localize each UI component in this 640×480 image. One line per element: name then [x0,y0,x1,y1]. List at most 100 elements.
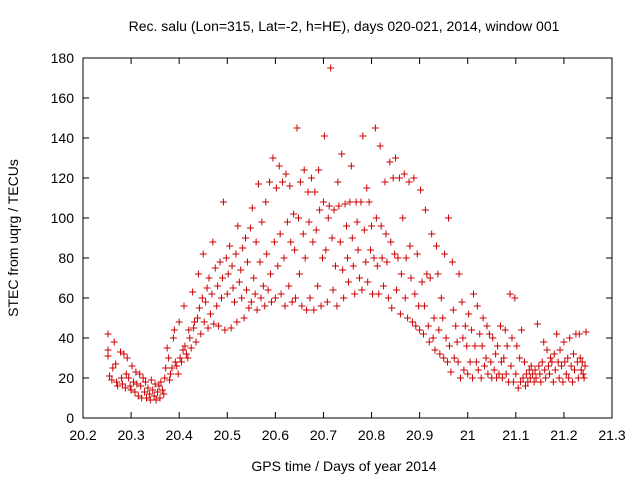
y-tick-label: 160 [51,90,75,106]
data-point [447,368,455,376]
data-point [410,174,418,182]
data-point [104,330,112,338]
data-point [108,376,116,384]
data-point [418,278,426,286]
data-point [274,262,282,270]
data-point [478,342,486,350]
data-point [125,374,133,382]
data-point [240,314,248,322]
data-point [200,318,208,326]
data-point [469,290,477,298]
data-point [117,374,125,382]
data-point [131,388,139,396]
data-point [194,270,202,278]
data-point [370,254,378,262]
data-point [246,224,254,232]
y-tick-label: 80 [58,250,74,266]
data-point [580,374,588,382]
x-tick-label: 20.5 [214,427,241,443]
x-axis: 20.2 20.3 20.4 20.5 20.6 20.7 20.8 20.9 21 21.1 21… [69,58,626,443]
data-point [468,326,476,334]
data-point [112,360,120,368]
data-point [190,324,198,332]
data-point [114,382,122,390]
data-point [290,210,298,218]
data-point [408,318,416,326]
data-point [299,230,307,238]
data-point [252,238,260,246]
data-point [238,294,246,302]
data-point [228,262,236,270]
data-point [548,358,556,366]
data-point [133,380,141,388]
data-point [380,282,388,290]
data-point [330,206,338,214]
data-point [492,350,500,358]
x-tick-label: 20.7 [310,427,337,443]
data-point [364,278,372,286]
data-point [381,178,389,186]
data-point [303,306,311,314]
data-point [474,366,482,374]
data-point [435,326,443,334]
data-point [531,366,539,374]
data-point [218,294,226,302]
data-point [494,342,502,350]
data-point [377,222,385,230]
data-point [137,382,145,390]
data-point [449,306,457,314]
data-point [411,290,419,298]
data-point [393,286,401,294]
data-point [335,202,343,210]
data-point [123,354,131,362]
data-point [316,206,324,214]
data-point [490,366,498,374]
data-point [536,370,544,378]
data-point [466,358,474,366]
data-point [333,302,341,310]
data-point [341,200,349,208]
y-tick-label: 40 [58,330,74,346]
data-point [288,298,296,306]
data-point [285,282,293,290]
data-point [329,286,337,294]
data-point [118,380,126,388]
data-point [324,214,332,222]
data-point [400,170,408,178]
data-point [331,262,339,270]
data-point [268,298,276,306]
data-point [223,290,231,298]
data-points [104,64,590,404]
data-point [423,270,431,278]
data-point [354,246,362,254]
data-point [482,354,490,362]
x-tick-label: 20.6 [262,427,289,443]
data-point [542,374,550,382]
data-point [181,342,189,350]
data-point [375,290,383,298]
data-point [498,374,506,382]
data-point [421,206,429,214]
data-point [558,362,566,370]
data-point [230,298,238,306]
data-point [126,382,134,390]
data-point [450,354,458,362]
data-point [175,318,183,326]
data-point [340,294,348,302]
data-point [144,384,152,392]
data-point [543,346,551,354]
data-point [195,304,203,312]
data-point [503,342,511,350]
data-point [516,354,524,362]
data-point [132,368,140,376]
data-point [127,386,135,394]
data-point [383,258,391,266]
data-point [147,376,155,384]
data-point [224,270,232,278]
x-tick-label: 21 [460,427,476,443]
data-point [151,380,159,388]
data-point [282,170,290,178]
data-point [174,370,182,378]
y-axis-label: STEC from uqrg / TECUs [5,159,21,317]
data-point [549,378,557,386]
